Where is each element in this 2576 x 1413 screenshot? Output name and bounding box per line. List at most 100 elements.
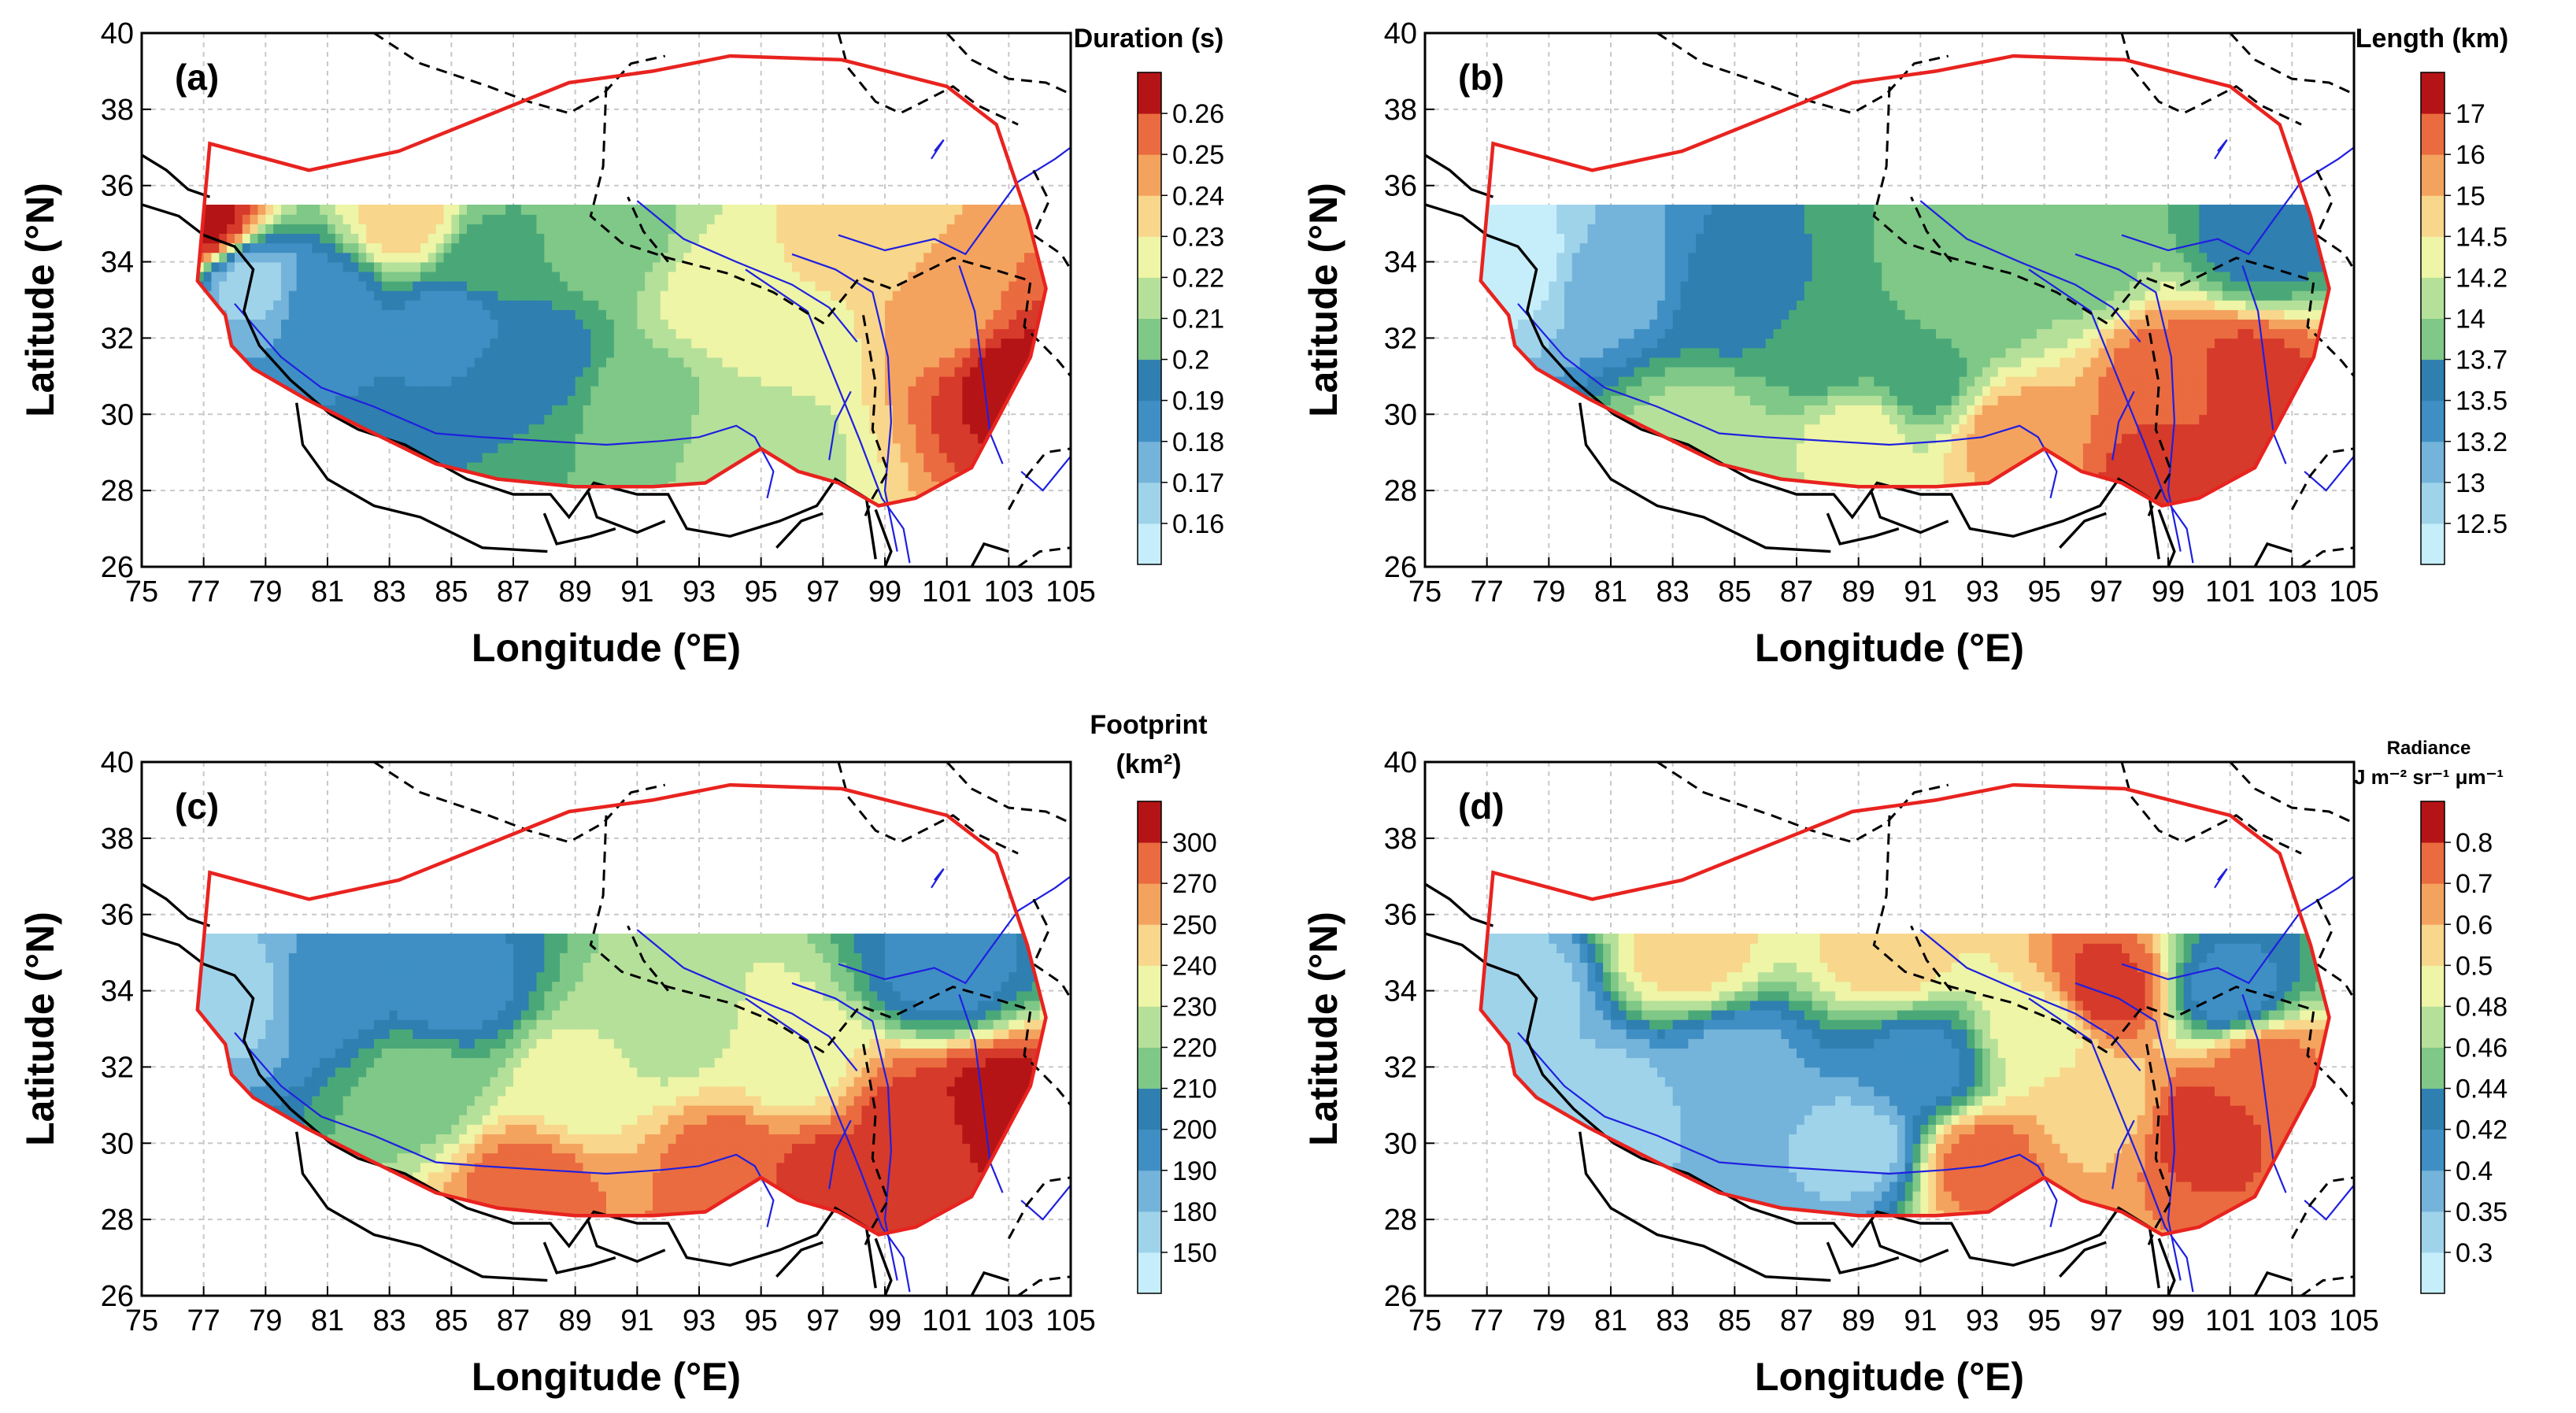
field-cell (946, 395, 956, 405)
field-cell (1765, 405, 1775, 416)
field-cell (776, 385, 785, 396)
field-cell (699, 442, 708, 453)
field-cell (946, 214, 956, 224)
field-cell (528, 414, 538, 425)
field-cell (1727, 433, 1736, 444)
field-cell (1541, 242, 1550, 253)
field-cell (908, 328, 917, 339)
colorbar-tick-label: 0.22 (1172, 263, 1224, 293)
field-cell (954, 452, 964, 463)
field-cell (1719, 224, 1728, 235)
field-cell (993, 280, 1002, 291)
field-cell (498, 395, 506, 405)
field-cell (1533, 357, 1542, 368)
field-cell (490, 319, 499, 330)
field-cell (1009, 300, 1017, 310)
field-cell (768, 385, 778, 396)
field-cell (970, 261, 979, 272)
field-cell (621, 252, 631, 263)
field-cell (544, 395, 553, 405)
field-cell (823, 224, 831, 235)
field-cell (1711, 357, 1720, 368)
field-cell (931, 433, 940, 444)
field-cell (451, 242, 460, 253)
field-cell (312, 366, 320, 377)
field-cell (536, 252, 546, 263)
field-cell (660, 261, 669, 272)
field-cell (1641, 328, 1650, 339)
field-cell (892, 261, 901, 272)
field-cell (1750, 309, 1759, 320)
field-cell (1696, 385, 1704, 396)
field-cell (1719, 395, 1728, 405)
field-cell (265, 224, 274, 235)
field-cell (257, 290, 267, 301)
field-cell (583, 366, 592, 377)
country-border (142, 203, 877, 560)
field-cell (675, 366, 685, 377)
field-cell (1611, 271, 1619, 282)
field-cell (938, 452, 948, 463)
field-cell (227, 319, 235, 330)
field-cell (513, 414, 522, 425)
field-cell (1618, 261, 1627, 272)
field-cell (536, 395, 546, 405)
field-cell (413, 214, 421, 224)
river-line (828, 390, 852, 461)
field-cell (459, 271, 468, 282)
field-cell (861, 471, 871, 482)
field-cell (358, 309, 367, 320)
field-cell (358, 252, 367, 263)
field-cell (374, 261, 383, 272)
field-cell (869, 224, 878, 235)
field-cell (505, 252, 514, 263)
field-cell (342, 328, 352, 339)
field-cell (505, 375, 514, 387)
field-cell (1742, 414, 1751, 425)
field-cell (1533, 271, 1542, 282)
field-cell (1727, 424, 1736, 435)
field-cell (730, 385, 738, 396)
field-cell (653, 214, 661, 224)
field-cell (1734, 319, 1743, 330)
field-cell (946, 319, 956, 330)
field-cell (853, 261, 863, 272)
field-cell (288, 309, 298, 320)
field-cell (1494, 271, 1504, 282)
field-cell (738, 347, 746, 358)
field-cell (459, 433, 468, 444)
field-cell (1680, 280, 1690, 291)
field-cell (900, 385, 909, 396)
field-cell (513, 214, 522, 224)
field-cell (869, 395, 878, 405)
field-cell (962, 375, 971, 387)
colorbar-tick-label: 0.16 (1172, 509, 1224, 539)
field-cell (1641, 338, 1650, 349)
field-cell (1711, 395, 1720, 405)
field-cell (420, 319, 429, 330)
field-cell (900, 424, 909, 435)
field-cell (520, 233, 530, 244)
field-cell (706, 242, 716, 253)
field-cell (1541, 300, 1550, 310)
field-cell (1757, 357, 1767, 368)
field-cell (823, 461, 831, 472)
field-cell (1704, 290, 1712, 301)
field-cell (583, 280, 592, 291)
field-cell (405, 224, 413, 235)
field-cell (1579, 319, 1589, 330)
field-cell (815, 452, 824, 463)
field-cell (567, 261, 576, 272)
field-cell (613, 224, 623, 235)
field-cell (799, 204, 809, 215)
field-cell (1009, 357, 1017, 368)
field-cell (683, 366, 692, 377)
field-cell (978, 252, 986, 263)
field-cell (1016, 338, 1025, 349)
field-cell (427, 280, 437, 291)
field-cell (520, 242, 530, 253)
field-cell (978, 395, 986, 405)
field-cell (342, 375, 352, 387)
field-cell (427, 242, 437, 253)
field-cell (892, 461, 901, 472)
